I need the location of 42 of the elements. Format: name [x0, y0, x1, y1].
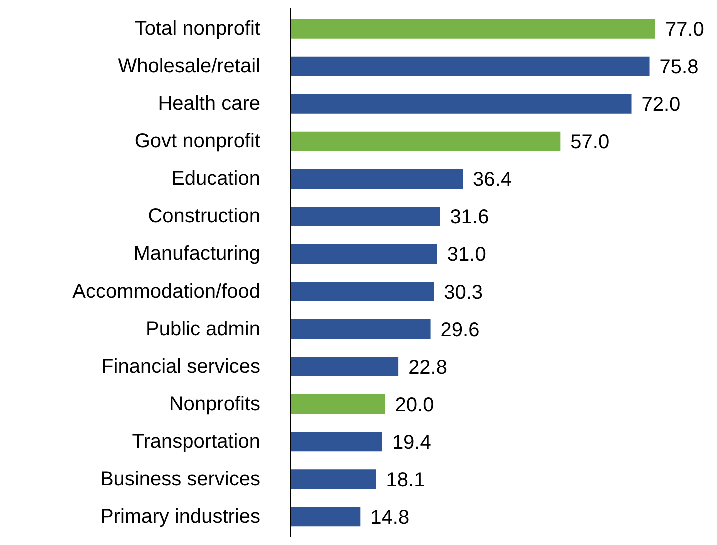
bar: [290, 56, 650, 76]
data-label: 18.1: [386, 469, 426, 492]
data-label: 36.4: [473, 169, 512, 192]
data-label: 72.0: [642, 94, 681, 116]
y-tick-label: Construction: [148, 206, 261, 228]
y-tick-label: Manufacturing: [134, 243, 261, 266]
bar: [290, 394, 386, 414]
bar: [290, 320, 431, 340]
data-label: 19.4: [392, 432, 432, 454]
y-tick-label: Public admin: [146, 318, 261, 340]
bar: [290, 507, 361, 527]
data-label: 22.8: [408, 356, 448, 379]
y-tick-label: Total nonprofit: [134, 18, 261, 40]
bar: [290, 470, 376, 490]
y-tick-label: Govt nonprofit: [134, 130, 261, 153]
bar: [290, 169, 464, 189]
bar: [290, 357, 399, 377]
bar: [290, 244, 438, 264]
y-tick-label: Primary industries: [100, 506, 261, 528]
y-tick-label: Health care: [158, 93, 261, 116]
y-tick-label: Transportation: [132, 430, 261, 453]
bar: [290, 282, 434, 302]
data-label: 75.8: [660, 56, 699, 79]
data-label: 20.0: [395, 394, 434, 416]
y-tick-label: Education: [172, 168, 261, 190]
data-label: 57.0: [570, 132, 610, 154]
bar: [290, 19, 656, 39]
data-label: 14.8: [370, 506, 410, 529]
bar: [290, 132, 561, 152]
bar: [290, 94, 632, 114]
y-tick-label: Financial services: [102, 356, 261, 378]
y-tick-label: Accommodation/food: [72, 280, 261, 303]
data-label: 31.0: [447, 244, 486, 266]
data-label: 30.3: [444, 282, 484, 304]
data-label: 29.6: [440, 319, 480, 342]
y-tick-label: Wholesale/retail: [118, 56, 261, 78]
data-label: 31.6: [450, 206, 490, 229]
bar: [290, 432, 382, 452]
y-tick-label: Nonprofits: [169, 393, 261, 416]
data-label: 77.0: [665, 19, 704, 42]
bar: [290, 206, 440, 226]
y-tick-label: Business services: [100, 468, 261, 490]
